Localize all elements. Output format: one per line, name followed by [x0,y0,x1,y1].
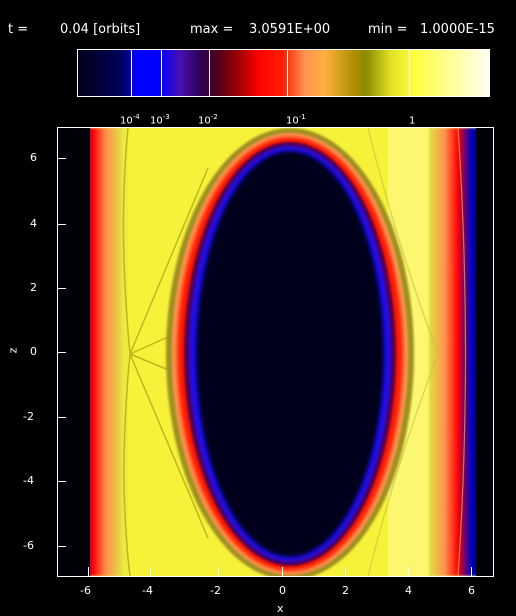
y-tick-label: 6 [30,151,37,164]
x-tick [218,567,219,576]
colorbar-tick-label: 10-4 [120,113,140,127]
y-tick-label: -6 [23,539,34,552]
y-tick [57,546,66,547]
shock-lines [367,128,467,576]
cavity-core [196,151,384,557]
density-plot [57,127,494,577]
x-tick-label: 2 [342,584,349,597]
x-tick-label: -4 [142,584,153,597]
y-tick-label: 2 [30,281,37,294]
x-tick-label: -2 [210,584,221,597]
y-tick-label: -2 [23,410,34,423]
x-tick-label: 6 [468,584,475,597]
y-tick-label: 0 [30,345,37,358]
x-tick [88,567,89,576]
max-value: 3.0591E+00 [249,22,331,37]
colorbar-tick-label: 1 [409,115,416,127]
x-tick [408,567,409,576]
colorbar-divider [409,50,410,96]
x-tick-label: -6 [80,584,91,597]
x-tick-label: 4 [405,584,412,597]
x-tick [345,567,346,576]
y-tick [57,288,66,289]
x-tick [150,567,151,576]
y-tick [57,224,66,225]
max-label: max = [190,22,234,37]
colorbar-divider [131,50,132,96]
y-axis-label: z [6,347,20,354]
x-tick [282,567,283,576]
colorbar-divider [161,50,162,96]
right-vacuum [476,128,493,576]
x-tick [471,567,472,576]
time-label: t = [8,22,29,37]
colorbar [77,49,490,97]
y-tick [57,417,66,418]
time-value: 0.04 [orbits] [60,22,141,37]
colorbar-tick-label: 10-1 [286,113,306,127]
y-tick-label: 4 [30,217,37,230]
min-value: 1.0000E-15 [420,22,495,37]
x-tick-label: 0 [279,584,286,597]
x-axis-label: x [277,602,284,615]
colorbar-divider [209,50,210,96]
colorbar-divider [287,50,288,96]
y-tick [57,481,66,482]
min-label: min = [368,22,408,37]
y-tick-label: -4 [23,474,34,487]
y-tick [57,352,66,353]
y-tick [57,158,66,159]
density-field [58,128,493,576]
colorbar-tick-label: 10-2 [198,113,218,127]
colorbar-tick-label: 10-3 [150,113,170,127]
